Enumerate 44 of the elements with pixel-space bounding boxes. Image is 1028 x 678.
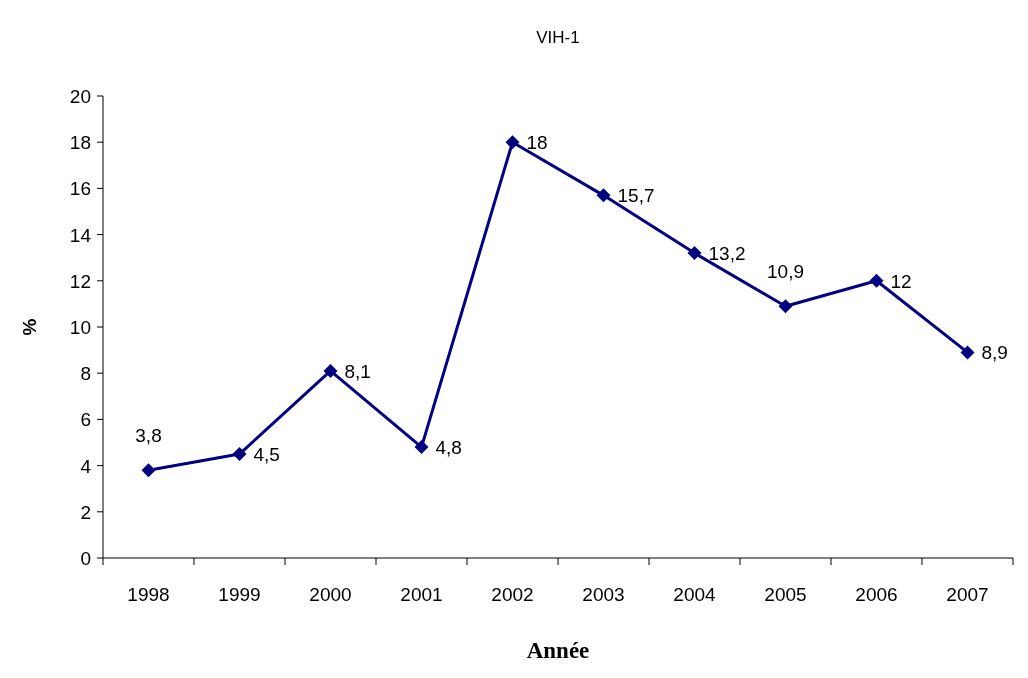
data-label: 12 — [890, 270, 912, 292]
y-tick-label: 10 — [69, 317, 91, 338]
x-tick-label: 2003 — [582, 584, 625, 605]
y-tick-label: 4 — [80, 455, 92, 477]
y-tick-label: 2 — [80, 501, 91, 523]
x-tick-label: 1998 — [127, 584, 170, 605]
point — [232, 447, 247, 462]
y-tick-label: 20 — [69, 86, 91, 107]
point — [869, 273, 884, 288]
data-label: 13,2 — [708, 243, 746, 265]
point — [414, 440, 429, 455]
point — [323, 363, 338, 378]
x-tick-label: 1999 — [218, 584, 261, 605]
x-tick-label: 2001 — [400, 584, 443, 605]
point — [687, 246, 702, 261]
x-tick-label: 2004 — [673, 584, 717, 605]
chart-title: VIH-1 — [536, 28, 580, 47]
y-tick-label: 6 — [80, 409, 91, 431]
x-tick-label: 2007 — [946, 584, 989, 605]
y-tick-label: 0 — [80, 548, 91, 569]
y-tick-label: 16 — [69, 178, 91, 200]
data-label: 10,9 — [767, 261, 804, 283]
x-tick-label: 2000 — [309, 584, 352, 605]
point — [596, 188, 611, 203]
y-axis-title: % — [19, 318, 40, 336]
point — [505, 135, 520, 150]
y-tick-label: 18 — [69, 132, 91, 154]
data-label: 15,7 — [617, 185, 655, 207]
x-tick-label: 2006 — [855, 584, 898, 605]
x-tick-label: 2002 — [491, 584, 534, 605]
data-label: 18 — [526, 132, 548, 154]
y-tick-label: 8 — [80, 363, 91, 385]
point — [960, 345, 975, 360]
y-tick-label: 14 — [69, 224, 92, 246]
data-label: 8,9 — [981, 342, 1008, 364]
data-label: 3,8 — [135, 425, 162, 447]
point — [141, 463, 156, 478]
x-axis-title: Année — [526, 638, 590, 663]
x-tick-label: 2005 — [764, 584, 807, 605]
data-label: 4,8 — [435, 437, 462, 459]
point — [778, 299, 793, 314]
data-label: 8,1 — [344, 360, 371, 382]
y-tick-label: 12 — [69, 270, 91, 292]
data-label: 4,5 — [253, 444, 280, 466]
